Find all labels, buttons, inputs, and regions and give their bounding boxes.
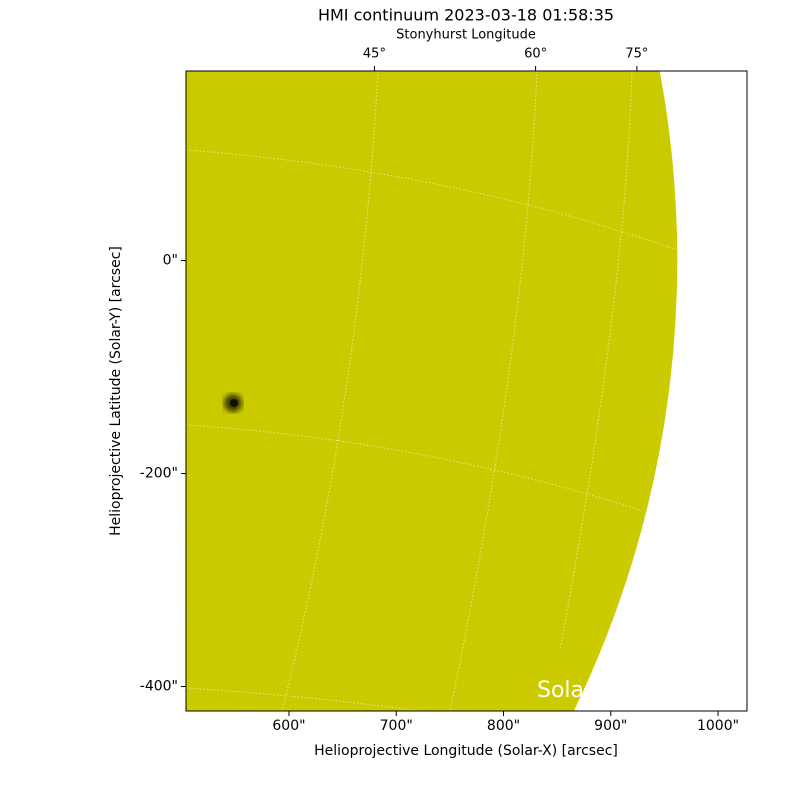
stonyhurst-grid bbox=[186, 687, 421, 711]
x2-tick-label: 45° bbox=[363, 47, 386, 62]
granulation bbox=[186, 71, 678, 711]
stonyhurst-grid bbox=[559, 71, 633, 651]
x2-axis-label: Stonyhurst Longitude bbox=[396, 28, 536, 43]
x2-tick-label: 60° bbox=[524, 47, 547, 62]
x-axis-label: Helioprojective Longitude (Solar-X) [arc… bbox=[314, 743, 618, 759]
y-axis-label: Helioprojective Latitude (Solar-Y) [arcs… bbox=[108, 246, 124, 536]
y-tick-label: 0" bbox=[163, 253, 178, 269]
solar-image: Sola bbox=[186, 71, 678, 711]
plot-frame bbox=[185, 70, 748, 712]
stonyhurst-grid bbox=[281, 71, 379, 711]
stonyhurst-grid bbox=[186, 424, 641, 511]
x-tick-label: 700" bbox=[380, 718, 413, 734]
x-tick-label: 900" bbox=[594, 718, 627, 734]
y-tick-label: -200" bbox=[140, 466, 178, 482]
stonyhurst-grid bbox=[449, 71, 538, 711]
x-tick-label: 1000" bbox=[697, 718, 739, 734]
sunspot-umbra bbox=[230, 399, 238, 407]
x-tick-label: 600" bbox=[272, 718, 305, 734]
x2-tick-label: 75° bbox=[625, 47, 648, 62]
y-tick-label: -400" bbox=[140, 679, 178, 695]
annotation: Sola bbox=[537, 678, 584, 703]
chart-title: HMI continuum 2023-03-18 01:58:35 bbox=[318, 6, 614, 25]
x-tick-label: 800" bbox=[487, 718, 520, 734]
